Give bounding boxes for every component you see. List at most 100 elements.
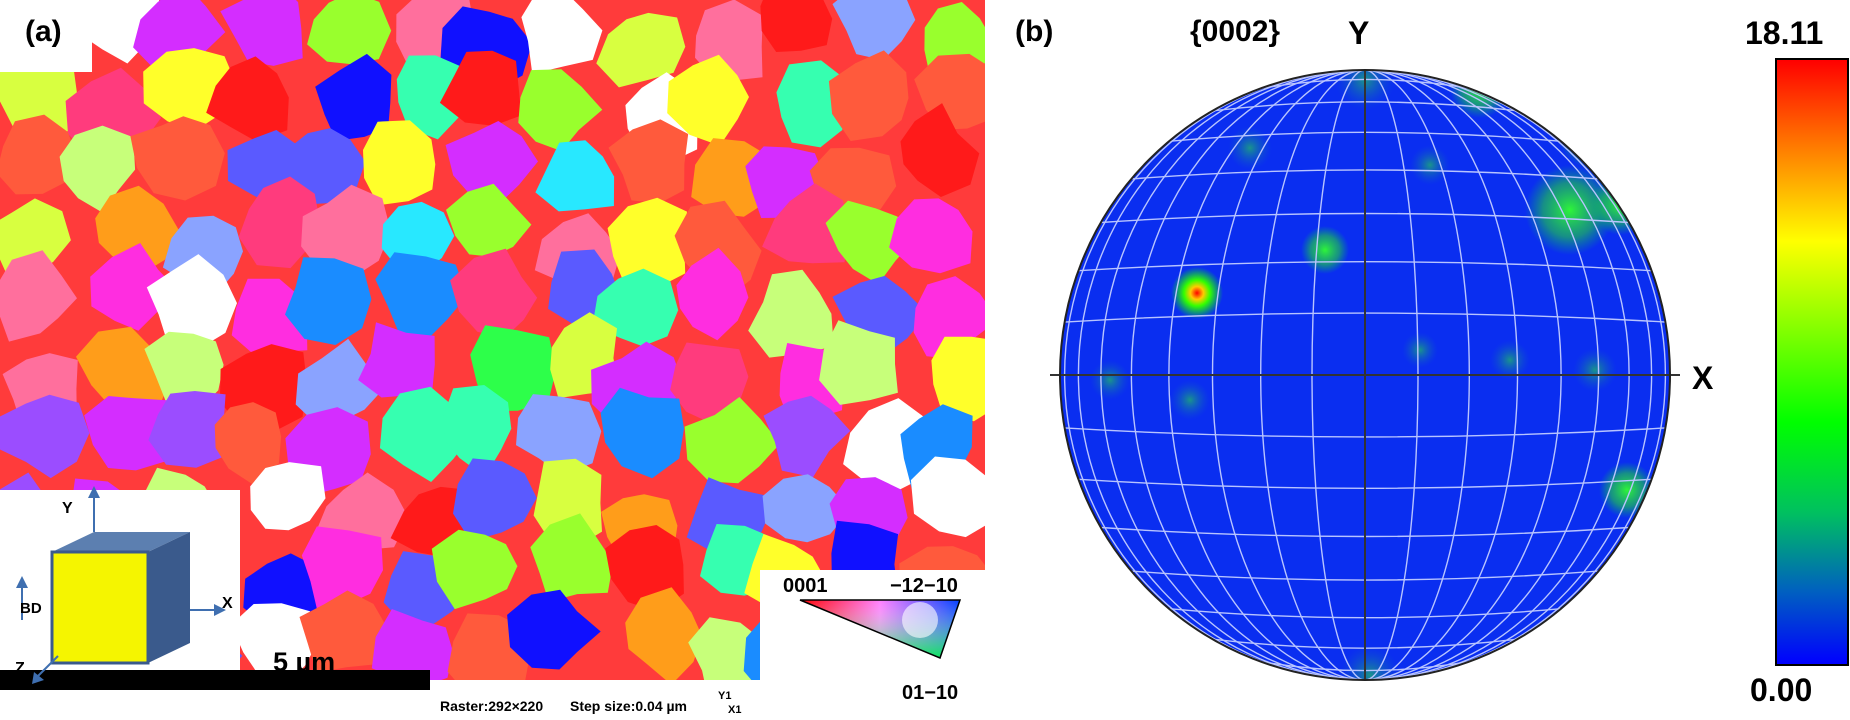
z-axis-arrowhead: [32, 672, 44, 684]
grain: [453, 458, 537, 542]
grain: [748, 269, 834, 358]
axis-x1-label: X1: [728, 704, 742, 716]
intensity-spot: [1557, 94, 1633, 170]
panel-a-label: (a): [25, 15, 62, 48]
grain: [518, 69, 603, 152]
coord-z-label: Z: [15, 660, 25, 677]
colorbar-min-label: 0.00: [1750, 672, 1813, 708]
grain: [819, 320, 898, 405]
cube-side-face: [148, 532, 190, 663]
grain: [828, 50, 909, 141]
step-size-info: Step size:0.04 µm: [570, 698, 688, 714]
grain: [238, 176, 320, 269]
grain: [148, 391, 226, 468]
ipf-key-0001: 0001: [783, 575, 828, 597]
grain: [0, 198, 71, 276]
grain: [214, 402, 282, 487]
grain: [231, 278, 308, 354]
grain: [95, 185, 180, 276]
coord-bd-label: BD: [20, 600, 42, 617]
pole-figure: [1050, 69, 1680, 681]
grain: [250, 462, 326, 531]
x-axis-arrowhead: [214, 604, 226, 616]
grain: [231, 603, 319, 687]
colorbar-max-label: 18.11: [1745, 15, 1824, 51]
grain: [358, 322, 435, 398]
pole-figure-plane-label: {0002}: [1190, 15, 1281, 48]
grain: [470, 325, 557, 412]
grain: [288, 128, 366, 205]
grain: [670, 342, 749, 425]
pole-figure-outline: [1059, 69, 1671, 681]
grain: [375, 252, 468, 340]
grain: [146, 254, 237, 350]
grain: [295, 338, 384, 426]
intensity-spot: [1228, 126, 1272, 170]
grain: [0, 394, 90, 479]
ebsd-orientation-map: [0, 0, 985, 690]
grain: [931, 336, 985, 422]
grain: [130, 116, 225, 201]
pole-figure-x-label: X: [1692, 360, 1714, 396]
grain: [516, 394, 602, 475]
grain: [0, 57, 78, 139]
ipf-key-01-10: 01−10: [902, 682, 959, 704]
coordinate-cube: [16, 486, 226, 684]
grain: [220, 0, 303, 66]
intensity-spot: [1490, 340, 1530, 380]
ipf-key-12-10: −12−10: [890, 575, 958, 597]
ipf-color-key: [799, 599, 962, 659]
intensity-spot: [1573, 348, 1617, 392]
grain: [910, 456, 985, 538]
grain: [439, 50, 522, 126]
grain: [600, 387, 684, 479]
raster-info: Raster:292×220: [440, 698, 544, 714]
coord-y-label: Y: [62, 500, 73, 517]
grain: [760, 0, 833, 52]
grain: [607, 197, 687, 288]
grain: [445, 121, 538, 205]
intensity-spot: [1410, 145, 1450, 185]
grain: [315, 53, 392, 141]
colorbar: [1775, 58, 1849, 666]
grain: [285, 257, 372, 345]
grain: [608, 119, 689, 204]
coord-x-label: X: [222, 595, 233, 612]
grain: [676, 247, 749, 341]
grain: [301, 184, 391, 279]
grain: [363, 120, 436, 206]
grain: [206, 56, 289, 142]
intensity-spot: [1170, 380, 1210, 420]
scale-bar-label: 5 µm: [273, 647, 336, 677]
grain: [825, 200, 915, 285]
intensity-spot: [1301, 226, 1349, 274]
cube-front-face: [50, 550, 150, 665]
grain: [507, 589, 601, 670]
y-axis-arrowhead: [88, 486, 100, 498]
grain: [84, 396, 179, 471]
grain: [900, 103, 980, 197]
grain: [832, 0, 916, 61]
intensity-spot: [1525, 165, 1615, 255]
intensity-spot: [1090, 360, 1130, 400]
cube-top-face: [52, 532, 190, 552]
grain: [889, 198, 973, 274]
intensity-spot: [1402, 332, 1438, 368]
grain: [0, 250, 77, 342]
grain: [521, 0, 603, 74]
grain: [301, 526, 383, 613]
grain: [667, 54, 749, 146]
label-background: [0, 0, 92, 72]
grain: [446, 183, 532, 257]
bd-arrowhead: [16, 576, 28, 588]
grain: [431, 529, 518, 610]
grain-map: [0, 0, 985, 690]
panel-b-label: (b): [1015, 15, 1054, 48]
grain: [307, 0, 392, 65]
grain: [762, 474, 851, 543]
grain: [684, 397, 781, 484]
grain: [535, 140, 615, 212]
z-axis-arrow: [37, 655, 59, 677]
grain: [59, 125, 136, 213]
grain: [762, 183, 851, 264]
